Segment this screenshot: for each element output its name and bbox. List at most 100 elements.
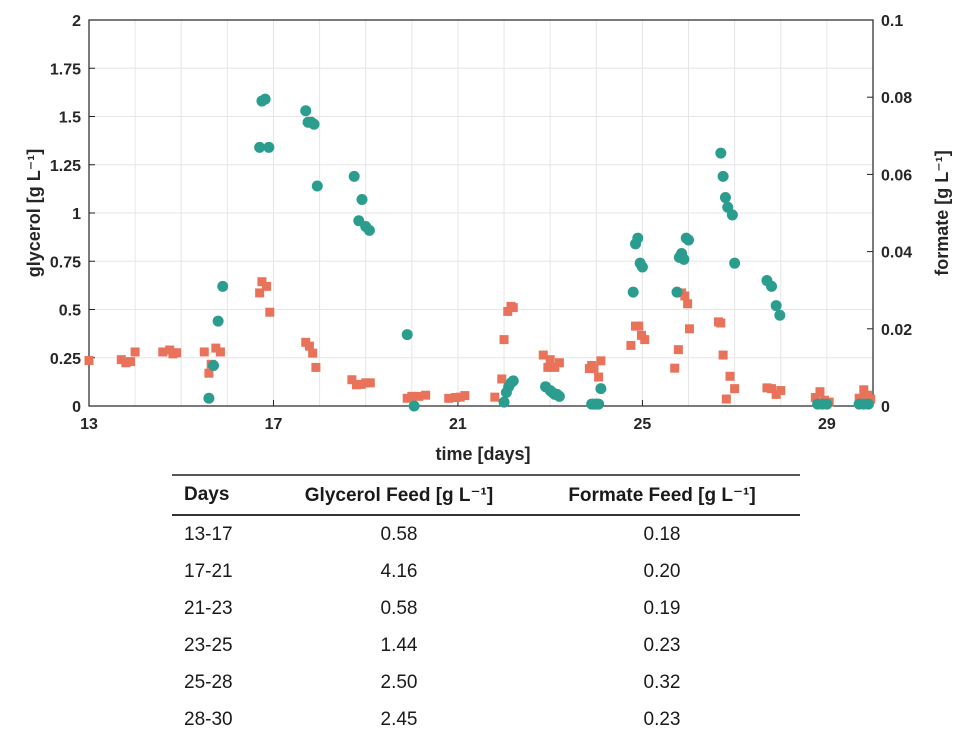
formate-point [810, 393, 820, 403]
formate-point [308, 348, 318, 358]
formate-point [725, 371, 735, 381]
glycerol-point [862, 398, 874, 410]
glycerol-point [770, 300, 782, 312]
glycerol-point [821, 398, 833, 410]
formate-point [255, 288, 265, 298]
cell-glycerol-feed: 1.44 [380, 634, 418, 656]
x-axis-label: time [days] [435, 444, 530, 464]
formate-point [854, 393, 864, 403]
y-left-tick-label: 0.75 [50, 254, 81, 271]
formate-point [130, 347, 140, 357]
glycerol-point [719, 192, 731, 204]
formate-point [361, 378, 371, 388]
formate-point [199, 347, 209, 357]
cell-glycerol-feed: 2.50 [380, 671, 418, 693]
dual-axis-scatter-chart: 13 17 21 25 29 0 0.25 0.5 0.75 1 1.25 1.5 1.75 2 0 0.… [24, 13, 952, 464]
glycerol-point [311, 180, 323, 192]
formate-point [866, 394, 876, 404]
formate-point [356, 379, 366, 389]
glycerol-point [636, 261, 648, 273]
formate-point [673, 345, 683, 355]
formate-point [460, 391, 470, 401]
formate-point [503, 306, 513, 316]
formate-point [554, 358, 564, 368]
glycerol-point [356, 193, 368, 205]
glycerol-point [595, 383, 607, 395]
table-row: 23-25 1.44 0.23 [172, 627, 800, 664]
formate-point [499, 335, 509, 345]
header-formate-feed: Formate Feed [g L⁻¹] [524, 474, 800, 516]
formate-point [684, 324, 694, 334]
glycerol-point [671, 286, 683, 298]
cell-days: 25-28 [184, 671, 233, 693]
glycerol-point [208, 359, 220, 371]
formate-point [550, 362, 560, 372]
formate-point [304, 341, 314, 351]
cell-glycerol-feed: 4.16 [380, 560, 418, 582]
x-tick-label: 25 [634, 416, 652, 433]
formate-point [407, 391, 417, 401]
glycerol-point [683, 234, 695, 246]
formate-point [640, 335, 650, 345]
formate-point [211, 343, 221, 353]
y-left-axis-ticks: 0 0.25 0.5 0.75 1 1.25 1.5 1.75 2 [50, 13, 95, 416]
cell-formate-feed: 0.19 [643, 597, 681, 619]
y-left-tick-label: 1.75 [50, 61, 81, 78]
glycerol-point [217, 280, 229, 292]
formate-point [121, 358, 131, 368]
x-tick-label: 29 [818, 416, 836, 433]
formate-point [265, 307, 275, 317]
formate-point [351, 380, 361, 390]
cell-formate-feed: 0.18 [643, 523, 681, 545]
formate-point [365, 378, 375, 388]
glycerol-point [401, 329, 413, 341]
formate-point [670, 363, 680, 373]
formate-point [84, 355, 94, 365]
y-left-tick-label: 0 [72, 399, 81, 416]
formate-point [596, 356, 606, 366]
table-row: 25-28 2.50 0.32 [172, 664, 800, 701]
chart-marks [84, 93, 876, 412]
header-days: Days [172, 474, 274, 516]
y-right-tick-label: 0.02 [881, 322, 912, 339]
cell-days: 17-21 [184, 560, 233, 582]
formate-point [762, 383, 772, 393]
cell-formate-feed: 0.20 [643, 560, 681, 582]
formate-point [815, 387, 825, 397]
y-left-tick-label: 1.25 [50, 158, 81, 175]
formate-point [771, 389, 781, 399]
header-glycerol-feed: Glycerol Feed [g L⁻¹] [274, 474, 524, 516]
formate-point [347, 375, 357, 385]
formate-point [444, 393, 454, 403]
glycerol-point [203, 392, 215, 404]
formate-point [776, 386, 786, 396]
formate-point [545, 355, 555, 365]
cell-formate-feed: 0.32 [643, 671, 681, 693]
glycerol-point [715, 147, 727, 159]
formate-point [680, 291, 690, 301]
y-right-tick-label: 0.08 [881, 90, 912, 107]
x-tick-label: 13 [80, 416, 98, 433]
y-right-axis-ticks: 0 0.02 0.04 0.06 0.08 0.1 [867, 13, 912, 416]
formate-point [508, 303, 518, 313]
y-left-axis-label: glycerol [g L⁻¹] [24, 149, 44, 278]
y-left-tick-label: 1 [72, 206, 81, 223]
glycerol-point [729, 257, 741, 269]
y-left-tick-label: 0.5 [59, 303, 81, 320]
glycerol-point [498, 396, 510, 408]
x-tick-label: 17 [265, 416, 283, 433]
formate-point [311, 362, 321, 372]
formate-point [859, 385, 869, 395]
y-left-tick-label: 2 [72, 13, 81, 30]
cell-glycerol-feed: 0.58 [380, 597, 418, 619]
formate-point [126, 357, 136, 367]
glycerol-point [212, 315, 224, 327]
cell-glycerol-feed: 0.58 [380, 523, 418, 545]
glycerol-point [300, 105, 312, 117]
y-right-axis-label: formate [g L⁻¹] [932, 150, 952, 276]
glycerol-point [254, 141, 266, 153]
x-tick-label: 21 [449, 416, 467, 433]
formate-point [421, 390, 431, 400]
formate-point [594, 372, 604, 382]
y-right-tick-label: 0.1 [881, 13, 903, 30]
